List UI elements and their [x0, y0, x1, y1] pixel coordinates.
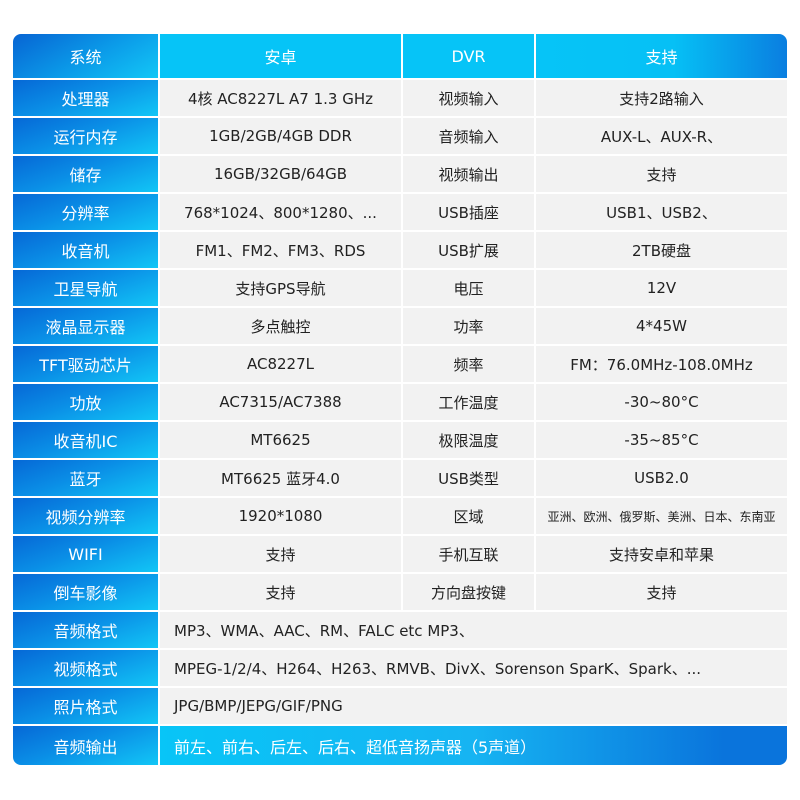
- row-label: 视频分辨率: [13, 498, 158, 534]
- row-value: MP3、WMA、AAC、RM、FALC etc MP3、: [160, 612, 787, 648]
- dvr-value: FM：76.0MHz-108.0MHz: [536, 346, 787, 382]
- dvr-label: 电压: [403, 270, 534, 306]
- row-label: 照片格式: [13, 688, 158, 724]
- spec-table: 系统 安卓 DVR 支持 处理器 4核 AC8227L A7 1.3 GHz 视频输…: [13, 34, 787, 765]
- android-value: AC7315/AC7388: [160, 384, 401, 420]
- dvr-value: USB1、USB2、: [536, 194, 787, 230]
- android-value: MT6625 蓝牙4.0: [160, 460, 401, 496]
- row-label: 处理器: [13, 80, 158, 116]
- android-value: 1GB/2GB/4GB DDR: [160, 118, 401, 154]
- dvr-label: 方向盘按键: [403, 574, 534, 610]
- dvr-label: 区域: [403, 498, 534, 534]
- row-label: 分辨率: [13, 194, 158, 230]
- dvr-value: 2TB硬盘: [536, 232, 787, 268]
- dvr-label: USB扩展: [403, 232, 534, 268]
- row-label: 储存: [13, 156, 158, 192]
- android-value: FM1、FM2、FM3、RDS: [160, 232, 401, 268]
- row-label: 收音机: [13, 232, 158, 268]
- header-system: 系统: [13, 34, 158, 78]
- row-label: 功放: [13, 384, 158, 420]
- dvr-label: 极限温度: [403, 422, 534, 458]
- dvr-label: USB类型: [403, 460, 534, 496]
- row-label: 运行内存: [13, 118, 158, 154]
- row-label: 倒车影像: [13, 574, 158, 610]
- row-label: 液晶显示器: [13, 308, 158, 344]
- dvr-label: 视频输入: [403, 80, 534, 116]
- row-value: JPG/BMP/JEPG/GIF/PNG: [160, 688, 787, 724]
- header-android: 安卓: [160, 34, 401, 78]
- row-label: 收音机IC: [13, 422, 158, 458]
- dvr-label: USB插座: [403, 194, 534, 230]
- header-support: 支持: [536, 34, 787, 78]
- row-label: 视频格式: [13, 650, 158, 686]
- dvr-value: 12V: [536, 270, 787, 306]
- row-label: TFT驱动芯片: [13, 346, 158, 382]
- dvr-label: 音频输入: [403, 118, 534, 154]
- dvr-value: 支持: [536, 574, 787, 610]
- android-value: 支持: [160, 536, 401, 572]
- dvr-label: 频率: [403, 346, 534, 382]
- dvr-value: 支持: [536, 156, 787, 192]
- dvr-value: USB2.0: [536, 460, 787, 496]
- dvr-value: 支持2路输入: [536, 80, 787, 116]
- dvr-label: 手机互联: [403, 536, 534, 572]
- header-dvr: DVR: [403, 34, 534, 78]
- dvr-value: -30~80°C: [536, 384, 787, 420]
- android-value: 支持: [160, 574, 401, 610]
- row-value: MPEG-1/2/4、H264、H263、RMVB、DivX、Sorenson …: [160, 650, 787, 686]
- dvr-value: 4*45W: [536, 308, 787, 344]
- row-label: 卫星导航: [13, 270, 158, 306]
- row-label: 音频格式: [13, 612, 158, 648]
- dvr-label: 功率: [403, 308, 534, 344]
- row-label: 蓝牙: [13, 460, 158, 496]
- dvr-label: 工作温度: [403, 384, 534, 420]
- android-value: 16GB/32GB/64GB: [160, 156, 401, 192]
- row-value: 前左、前右、后左、后右、超低音扬声器（5声道）: [160, 726, 787, 765]
- android-value: MT6625: [160, 422, 401, 458]
- row-label: 音频输出: [13, 726, 158, 765]
- android-value: 768*1024、800*1280、...: [160, 194, 401, 230]
- dvr-value: 亚洲、欧洲、俄罗斯、美洲、日本、东南亚: [536, 498, 787, 534]
- row-label: WIFI: [13, 536, 158, 572]
- dvr-value: -35~85°C: [536, 422, 787, 458]
- android-value: AC8227L: [160, 346, 401, 382]
- dvr-label: 视频输出: [403, 156, 534, 192]
- dvr-value: 支持安卓和苹果: [536, 536, 787, 572]
- android-value: 4核 AC8227L A7 1.3 GHz: [160, 80, 401, 116]
- android-value: 支持GPS导航: [160, 270, 401, 306]
- android-value: 多点触控: [160, 308, 401, 344]
- dvr-value: AUX-L、AUX-R、: [536, 118, 787, 154]
- android-value: 1920*1080: [160, 498, 401, 534]
